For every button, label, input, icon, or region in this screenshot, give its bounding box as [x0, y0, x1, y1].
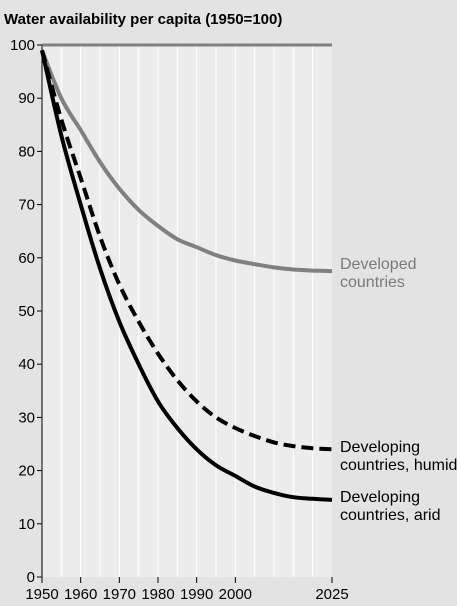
- chart-title: Water availability per capita (1950=100): [4, 11, 282, 28]
- x-tick-label: 1970: [103, 586, 136, 601]
- series-lines: [40, 43, 333, 502]
- y-tick-label: 80: [18, 143, 35, 160]
- x-tick-label: 2000: [219, 586, 252, 601]
- y-tick-label: 40: [18, 356, 35, 373]
- axis-ticks: 0 10 20 30 40 50 60 70 80 90 100 1950 1960 1970 1980 19…: [10, 37, 349, 603]
- x-tick-label: 1990: [180, 586, 213, 601]
- y-tick-label: 90: [18, 90, 35, 107]
- y-tick-label: 60: [18, 250, 35, 267]
- y-tick-label: 0: [27, 569, 35, 586]
- y-tick-label: 50: [18, 303, 35, 320]
- y-tick-label: 20: [18, 463, 35, 480]
- y-tick-label: 10: [18, 516, 35, 533]
- series-label-developing-countries-arid: Developing countries, arid: [340, 489, 441, 524]
- x-tick-label: 2025: [315, 586, 348, 601]
- grid: [41, 45, 332, 577]
- series-labels: Developed countries Developing countries, h…: [340, 256, 457, 524]
- series-line-developing-countries-arid: [40, 49, 333, 502]
- series-line-developing-countries-humid: [40, 49, 333, 452]
- x-tick-label: 1980: [141, 586, 174, 601]
- series-label-developed-countries: Developed countries: [340, 256, 417, 291]
- y-tick-label: 100: [10, 37, 35, 54]
- x-tick-label: 1960: [64, 586, 97, 601]
- x-tick-label: 1950: [25, 586, 58, 601]
- series-label-developing-countries-humid: Developing countries, humid: [340, 439, 457, 474]
- plot-area: [42, 45, 332, 577]
- series-line-developed-countries: [40, 49, 333, 274]
- y-tick-label: 30: [18, 409, 35, 426]
- y-tick-label: 70: [18, 197, 35, 214]
